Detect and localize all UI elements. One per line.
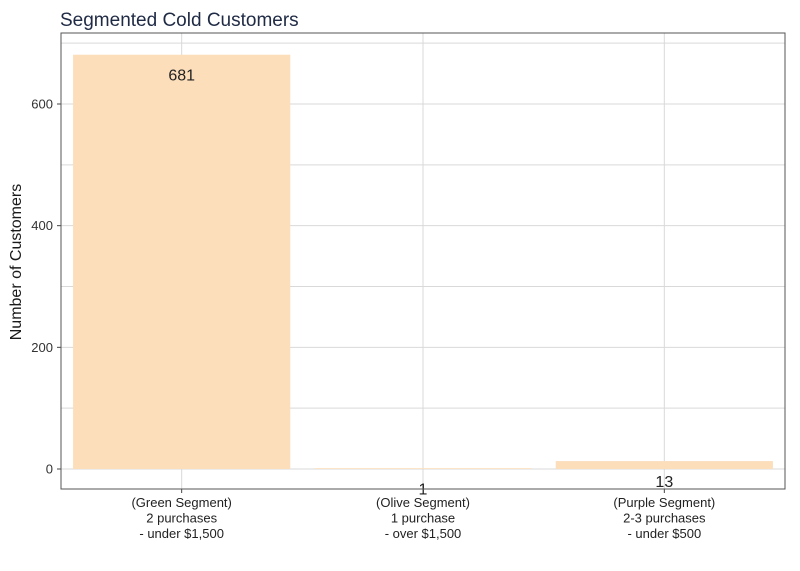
plot-frame <box>60 32 786 490</box>
y-tick-label: 0 <box>46 462 53 477</box>
x-category-label: - under $1,500 <box>139 526 224 541</box>
bar-3 <box>555 461 773 469</box>
bar-1 <box>73 54 291 469</box>
x-category-label: 2 purchases <box>146 511 217 526</box>
y-axis-label: Number of Customers <box>8 184 25 341</box>
x-category-label: - under $500 <box>627 526 701 541</box>
x-category-label: 2-3 purchases <box>623 511 706 526</box>
x-category-label: (Purple Segment) <box>613 495 715 510</box>
bar-2 <box>314 468 532 469</box>
chart-title: Segmented Cold Customers <box>60 10 299 31</box>
y-tick-label: 200 <box>31 340 53 355</box>
data-label-3: 13 <box>655 474 673 491</box>
y-tick-label: 600 <box>31 97 53 112</box>
bars <box>73 54 773 469</box>
y-tick-label: 400 <box>31 218 53 233</box>
y-ticks: 0 200 400 600 <box>31 97 61 477</box>
x-category-label: 1 purchase <box>391 511 455 526</box>
x-category-label: (Olive Segment) <box>376 495 470 510</box>
x-categories: (Green Segment)2 purchases- under $1,500… <box>131 489 715 541</box>
x-category-label: (Green Segment) <box>131 495 231 510</box>
x-category-label: - over $1,500 <box>385 526 462 541</box>
data-label-1: 681 <box>168 68 195 85</box>
